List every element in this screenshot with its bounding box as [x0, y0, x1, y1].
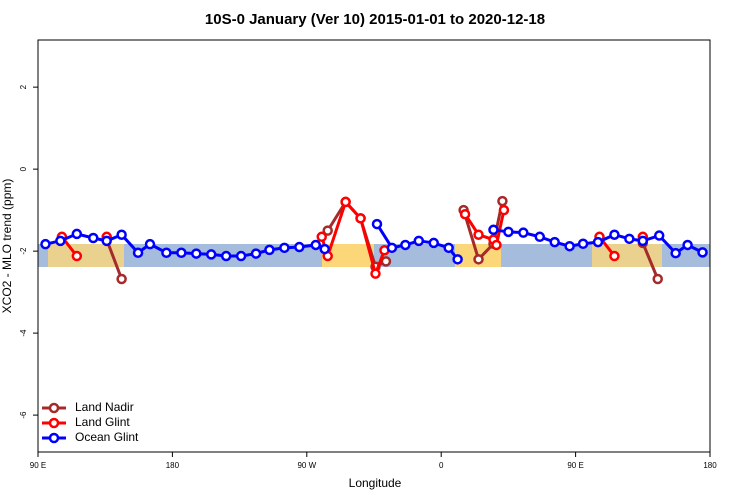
- data-point: [340, 196, 351, 208]
- series-line: [462, 200, 504, 263]
- data-point: [413, 235, 425, 247]
- data-point: [144, 238, 156, 250]
- data-point: [637, 235, 649, 247]
- data-point: [191, 248, 202, 259]
- legend-label: Land Glint: [75, 415, 130, 429]
- data-point: [116, 229, 127, 240]
- x-tick-label: 180: [166, 461, 180, 470]
- data-point: [116, 273, 127, 285]
- data-point: [609, 250, 620, 262]
- x-tick-label: 180: [703, 461, 717, 470]
- land-band: [322, 244, 374, 267]
- x-tick-label: 90 E: [30, 461, 46, 470]
- legend-marker: [48, 417, 60, 429]
- data-point: [71, 250, 83, 262]
- data-point: [400, 239, 411, 251]
- data-point: [386, 242, 398, 254]
- y-tick-label: -6: [19, 411, 28, 419]
- land-band: [48, 244, 124, 267]
- plot-area: [40, 195, 708, 285]
- y-tick-label: 0: [19, 166, 28, 171]
- data-point: [452, 254, 463, 265]
- data-point: [205, 249, 217, 260]
- data-point: [653, 230, 665, 241]
- data-point: [101, 235, 112, 247]
- data-point: [577, 238, 589, 249]
- data-point: [235, 250, 247, 262]
- data-point: [503, 226, 514, 238]
- data-point: [55, 235, 66, 247]
- series-line: [105, 239, 124, 280]
- series-line: [641, 242, 660, 280]
- data-point: [443, 242, 454, 254]
- data-point: [250, 248, 262, 259]
- data-point: [428, 237, 439, 249]
- x-tick-label: 90 E: [567, 461, 583, 470]
- data-point: [371, 218, 383, 230]
- legend-marker: [48, 402, 60, 414]
- data-point: [534, 231, 546, 243]
- data-point: [491, 239, 502, 251]
- data-point: [592, 236, 604, 248]
- data-point: [624, 233, 635, 245]
- data-point: [609, 229, 620, 240]
- y-tick-label: -2: [19, 247, 28, 255]
- data-point: [294, 241, 305, 253]
- legend-marker: [48, 432, 60, 444]
- y-tick-label: -4: [19, 329, 28, 337]
- data-point: [473, 254, 484, 265]
- data-point: [652, 273, 663, 285]
- data-point: [488, 224, 499, 236]
- plot-frame: [37, 39, 711, 453]
- data-point: [380, 256, 392, 267]
- data-point: [564, 240, 575, 252]
- data-point: [697, 247, 708, 258]
- data-point: [322, 225, 333, 236]
- data-point: [549, 236, 560, 248]
- data-point: [220, 250, 232, 262]
- y-axis-label: XCO2 - MLO trend (ppm): [0, 179, 14, 314]
- data-point: [40, 238, 51, 250]
- data-point: [264, 244, 275, 256]
- data-point: [473, 229, 484, 240]
- data-point: [316, 231, 327, 243]
- x-tick-label: 0: [439, 461, 444, 470]
- data-point: [161, 247, 172, 259]
- data-point: [310, 239, 322, 251]
- y-tick-label: 2: [19, 84, 28, 89]
- data-point: [682, 239, 693, 251]
- data-point: [71, 228, 83, 240]
- x-axis-label: Longitude: [349, 476, 402, 490]
- legend-label: Ocean Glint: [75, 430, 139, 444]
- data-point: [88, 232, 99, 244]
- data-point: [518, 227, 529, 238]
- data-point: [498, 204, 510, 216]
- data-point: [497, 195, 508, 207]
- data-point: [176, 247, 187, 259]
- data-point: [279, 242, 290, 254]
- data-point: [670, 247, 681, 259]
- data-point: [319, 243, 330, 255]
- data-point: [370, 268, 381, 279]
- x-tick-label: 90 W: [297, 461, 316, 470]
- chart-title: 10S-0 January (Ver 10) 2015-01-01 to 202…: [205, 11, 545, 28]
- data-point: [355, 213, 366, 224]
- data-point: [459, 208, 471, 220]
- legend-label: Land Nadir: [75, 400, 134, 414]
- data-point: [132, 247, 144, 259]
